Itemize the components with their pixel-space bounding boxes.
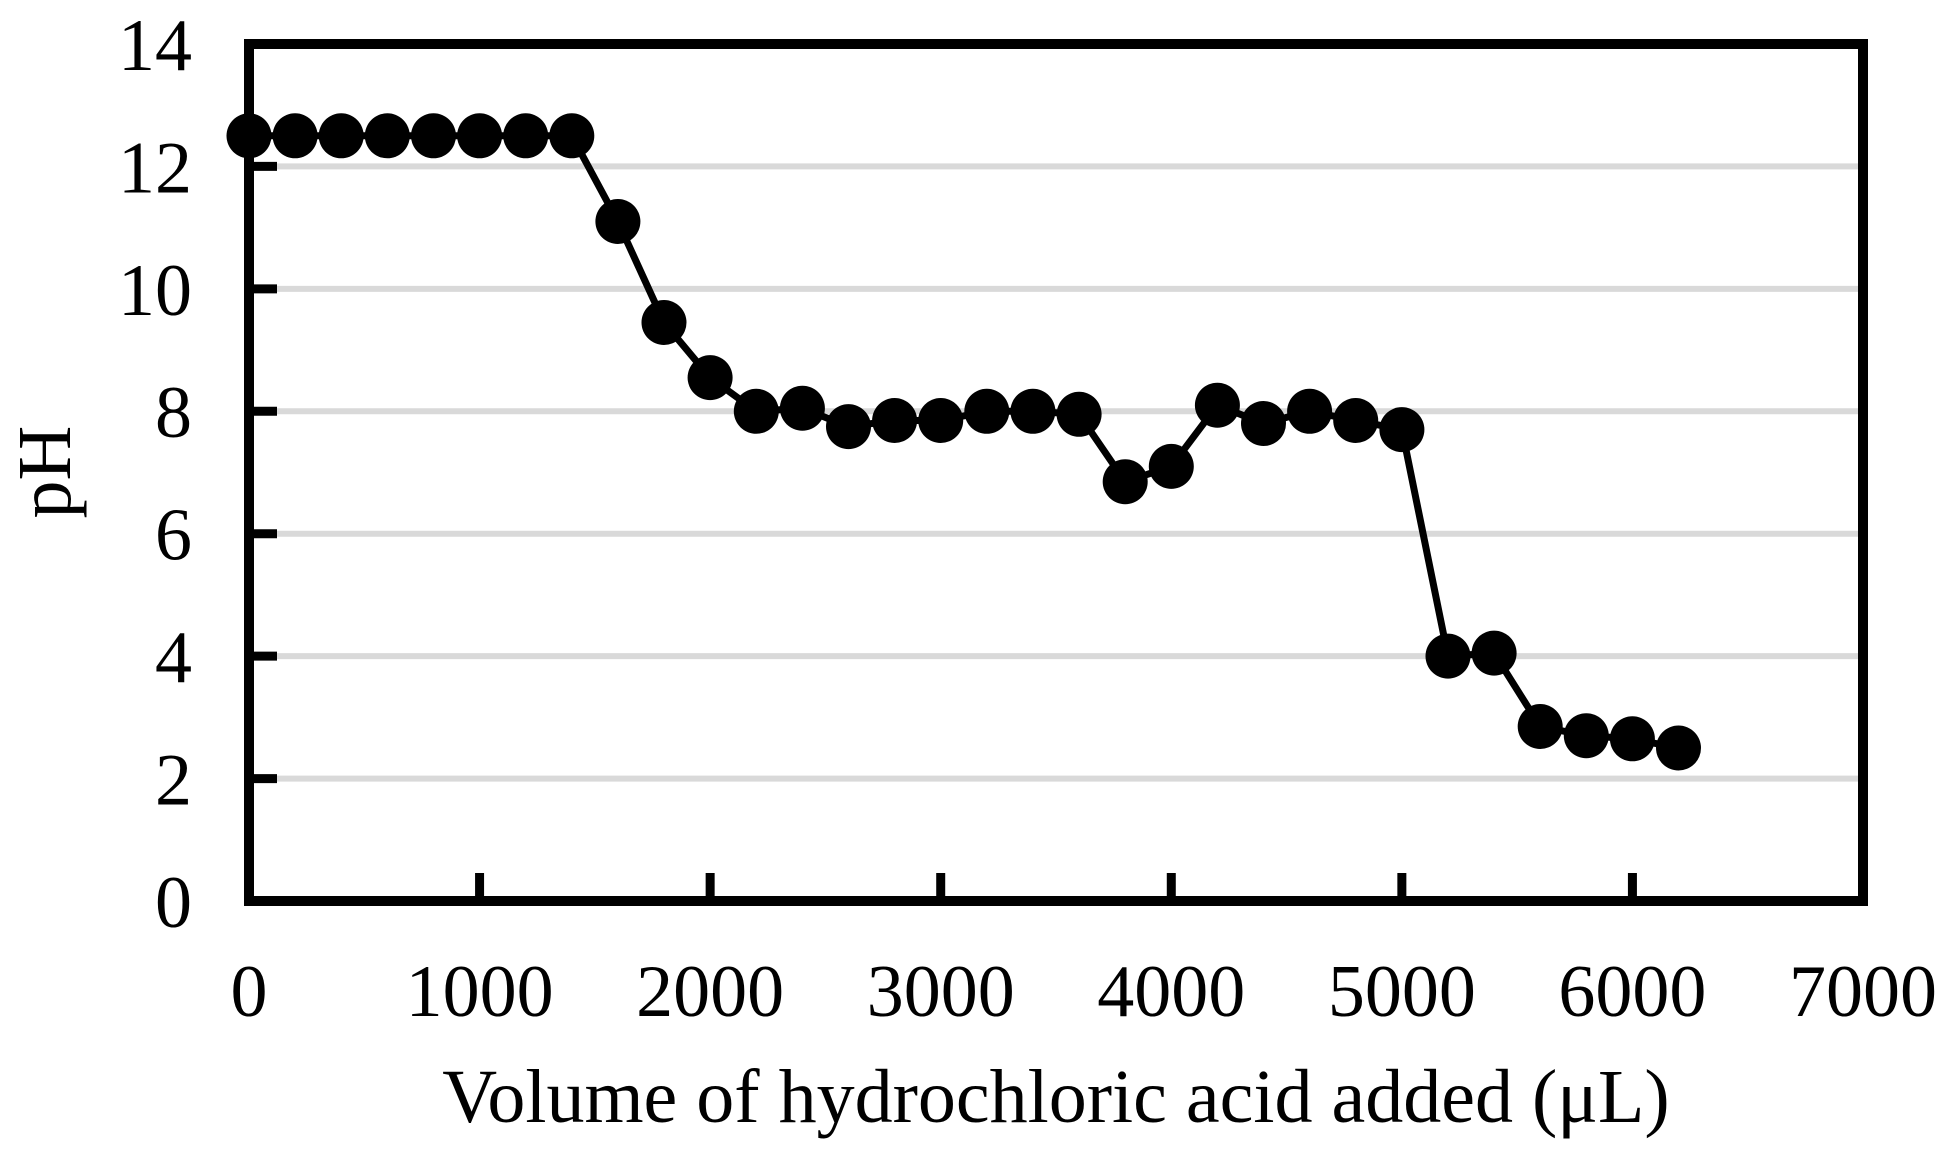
x-tick-label: 7000 — [1789, 951, 1937, 1033]
data-point — [1517, 704, 1563, 749]
data-point — [964, 388, 1010, 434]
data-point — [826, 404, 871, 450]
data-point — [411, 113, 456, 159]
y-tick-label: 8 — [155, 372, 192, 454]
data-point — [272, 113, 318, 159]
data-point — [1241, 401, 1286, 446]
x-tick-label: 6000 — [1558, 951, 1706, 1033]
data-point — [872, 398, 918, 443]
data-point — [226, 113, 272, 159]
axis-tick-labels: 0 2 4 6 8 10 12 14 0 1000 2000 3000 4000 5000 6000 7000 — [118, 5, 1937, 1033]
data-point — [687, 355, 733, 401]
x-tick-label: 1000 — [406, 951, 554, 1033]
gridlines — [249, 163, 1863, 782]
plot-border-rect — [244, 39, 1868, 906]
data-series — [226, 113, 1701, 771]
data-point — [641, 300, 687, 345]
data-point — [1609, 716, 1655, 762]
data-point — [595, 199, 641, 244]
data-point — [1287, 388, 1333, 434]
y-tick-label: 12 — [118, 127, 192, 209]
data-point — [918, 398, 964, 443]
y-tick-label: 0 — [155, 862, 192, 944]
data-point — [1102, 459, 1148, 505]
y-tick-label: 10 — [118, 250, 192, 332]
data-point — [779, 385, 825, 431]
data-point — [1148, 443, 1194, 489]
data-point — [1563, 713, 1609, 759]
data-point — [549, 113, 595, 159]
y-tick-label: 6 — [155, 495, 192, 577]
data-point — [1194, 382, 1240, 428]
data-point — [503, 113, 549, 159]
y-tick-label: 2 — [155, 739, 192, 821]
data-point — [1056, 391, 1102, 437]
y-tick-label: 14 — [118, 5, 192, 87]
axis-ticks — [249, 161, 1637, 901]
data-point — [364, 113, 410, 159]
x-tick-label: 5000 — [1328, 951, 1476, 1033]
y-axis-title: pH — [3, 426, 87, 519]
data-point — [318, 113, 364, 159]
x-tick-label: 3000 — [867, 951, 1015, 1033]
x-tick-label: 2000 — [636, 951, 784, 1033]
y-tick-label: 4 — [155, 617, 192, 699]
plot-border — [244, 39, 1868, 906]
data-point — [733, 388, 779, 434]
data-point — [457, 113, 503, 159]
data-point — [1379, 407, 1425, 453]
x-axis-title: Volume of hydrochloric acid added (μL) — [442, 1055, 1670, 1139]
data-point — [1333, 398, 1379, 443]
data-point — [1471, 630, 1517, 676]
x-tick-label: 4000 — [1097, 951, 1245, 1033]
data-point — [1010, 388, 1056, 434]
data-point — [1425, 633, 1471, 679]
data-point — [1656, 725, 1701, 771]
x-tick-label: 0 — [231, 951, 268, 1033]
